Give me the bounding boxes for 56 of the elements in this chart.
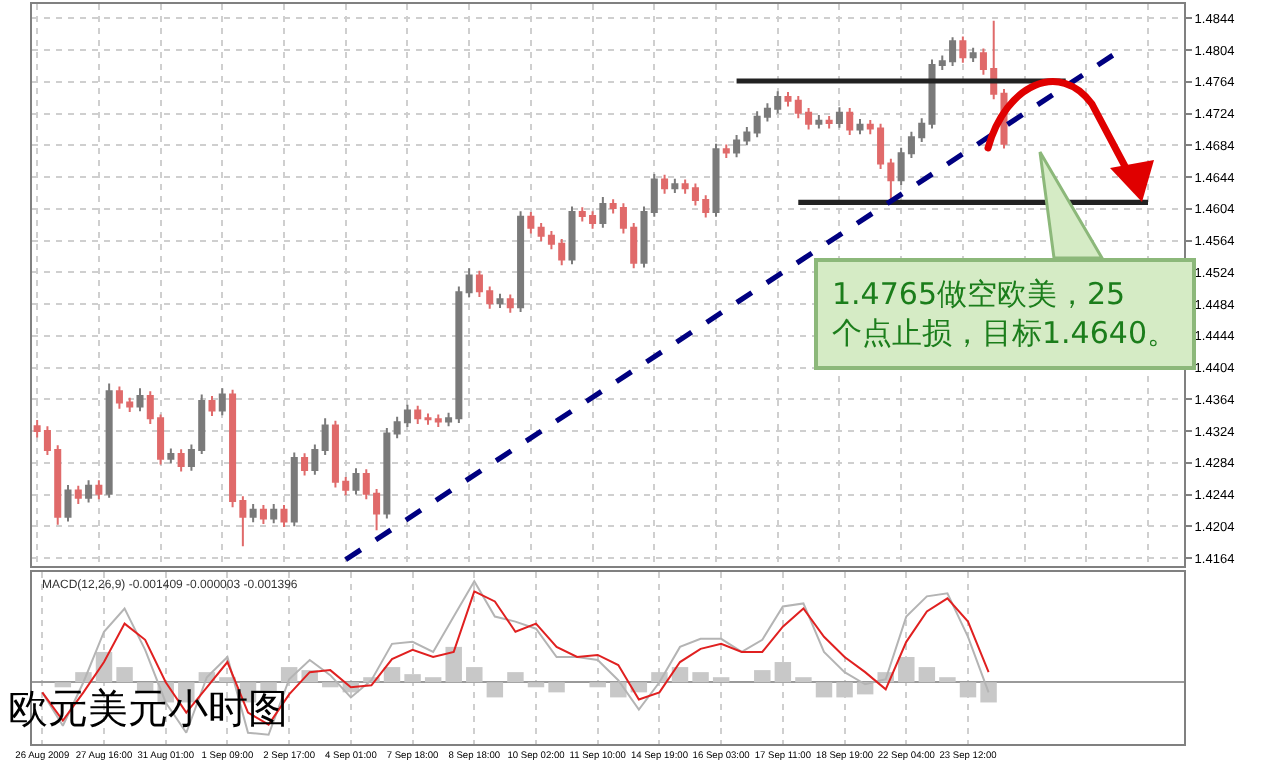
- candlestick: [835, 106, 843, 129]
- annotation: 1.4765做空欧美，25 个点止损，目标1.4640。: [832, 276, 1177, 351]
- candlestick: [712, 142, 720, 218]
- bar: [980, 682, 997, 703]
- bar: [671, 667, 689, 683]
- candlestick: [465, 267, 473, 298]
- bar: [918, 667, 936, 683]
- candlestick: [722, 143, 730, 159]
- candlestick: [825, 114, 833, 130]
- bar: [445, 646, 462, 683]
- candlestick: [167, 447, 175, 465]
- candlestick: [270, 503, 278, 525]
- candlestick: [671, 177, 679, 194]
- bar: [486, 682, 504, 698]
- bar: [815, 682, 833, 698]
- candlestick: [136, 387, 144, 413]
- candlestick: [249, 503, 257, 524]
- candlestick: [846, 106, 854, 136]
- candlestick: [85, 479, 93, 504]
- candlestick: [856, 118, 864, 136]
- bar: [548, 682, 565, 693]
- bar: [692, 672, 709, 683]
- bar: [116, 667, 133, 683]
- candlestick: [383, 426, 391, 520]
- candlestick: [290, 451, 298, 528]
- candlestick: [352, 467, 360, 496]
- candlestick: [95, 479, 103, 501]
- candlestick: [301, 452, 309, 477]
- bar: [610, 682, 627, 698]
- bar: [939, 677, 956, 683]
- bar: [754, 670, 771, 683]
- candlestick: [177, 448, 185, 473]
- candlestick: [969, 46, 977, 63]
- candlestick: [74, 484, 82, 506]
- candlestick: [517, 210, 525, 313]
- candlestick: [259, 503, 267, 525]
- bar: [795, 677, 812, 683]
- candlestick: [64, 484, 72, 523]
- candlestick: [815, 114, 823, 130]
- candlestick: [321, 417, 329, 456]
- candlestick: [568, 205, 576, 266]
- candlestick: [527, 210, 535, 235]
- bar: [507, 672, 524, 683]
- bar: [424, 677, 442, 683]
- candlestick: [280, 503, 288, 529]
- bar: [322, 682, 339, 688]
- candlestick: [959, 35, 967, 64]
- candlestick: [599, 195, 607, 229]
- candlestick: [208, 395, 216, 417]
- bar: [383, 667, 401, 683]
- candlestick: [496, 292, 504, 310]
- candlestick: [218, 387, 226, 417]
- candlestick: [661, 173, 669, 195]
- candlestick: [311, 443, 319, 476]
- candlestick: [506, 293, 514, 314]
- candlestick: [105, 382, 113, 499]
